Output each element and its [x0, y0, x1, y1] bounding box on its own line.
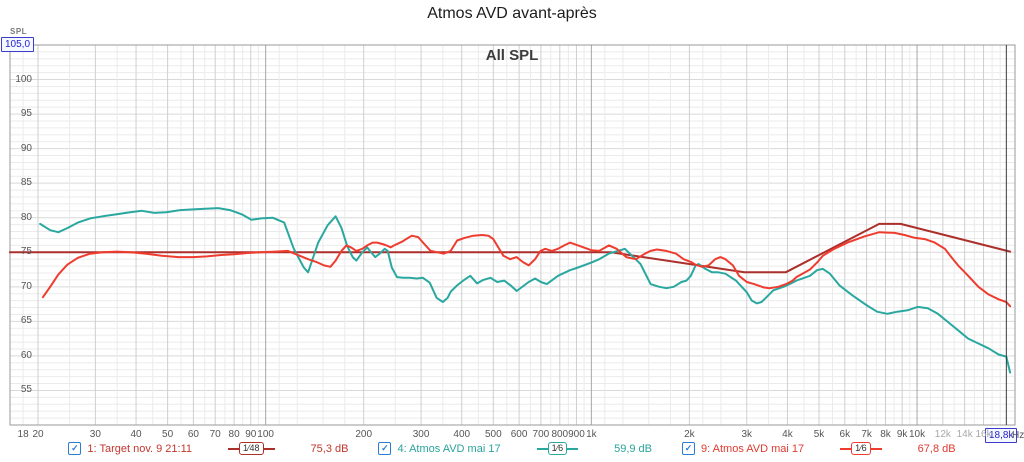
x-tick-label: 800	[551, 429, 569, 440]
spl-axis-label: SPL	[10, 27, 28, 36]
trace-legend: ✓ 1: Target nov. 9 21:11 1⁄48 75,3 dB ✓ 4: At…	[0, 442, 1024, 455]
x-tick-label: 6k	[839, 429, 851, 440]
x-axis-cursor-input[interactable]: 18,8k	[985, 428, 1018, 443]
y-tick-label: 65	[20, 315, 32, 327]
x-tick-label: 7k	[861, 429, 872, 440]
x-tick-label: 10k	[908, 429, 926, 440]
trace-checkbox[interactable]: ✓	[68, 442, 82, 455]
trace-line-sample	[870, 447, 882, 450]
x-tick-label: 100	[257, 429, 274, 440]
y-tick-label: 95	[20, 108, 32, 120]
x-tick-label: 12k	[934, 429, 951, 440]
trace-checkbox[interactable]: ✓	[682, 442, 696, 455]
x-tick-label: 50	[162, 429, 174, 440]
x-tick-label: 300	[412, 429, 430, 440]
y-tick-label: 100	[15, 73, 32, 85]
x-tick-label: 1k	[586, 429, 597, 440]
measurement-4-curve	[39, 207, 1012, 374]
y-tick-label: 75	[20, 246, 32, 258]
legend-item-3: ✓ 9: Atmos AVD mai 17 1⁄6 67,8 dB	[682, 442, 956, 455]
smoothing-chip[interactable]: 1⁄6	[536, 442, 579, 455]
trace-line-sample	[840, 447, 852, 450]
y-tick-label: 55	[20, 384, 32, 396]
x-tick-label: 20	[32, 429, 44, 440]
trace-line-sample	[567, 447, 579, 450]
y-tick-label: 85	[20, 177, 32, 189]
x-tick-label: 70	[209, 429, 221, 440]
x-tick-label: 40	[130, 429, 142, 440]
window-title: Atmos AVD avant-après	[427, 5, 597, 22]
cursor-db-value: 59,9 dB	[614, 442, 653, 455]
x-tick-label: 30	[89, 429, 101, 440]
x-tick-label: 700	[532, 429, 550, 440]
chart-header: All SPL	[485, 47, 539, 64]
smoothing-chip[interactable]: 1⁄6	[840, 442, 882, 455]
x-tick-label: 2k	[684, 429, 695, 440]
y-tick-label: 60	[20, 349, 32, 361]
legend-item-1: ✓ 1: Target nov. 9 21:11 1⁄48 75,3 dB	[68, 442, 348, 455]
x-tick-label: 5k	[813, 429, 825, 440]
x-tick-label: 14k	[956, 429, 973, 440]
trace-label[interactable]: 4: Atmos AVD mai 17	[397, 442, 501, 455]
y-tick-label: 80	[20, 211, 32, 223]
x-axis-unit-label: Hz	[1012, 430, 1024, 441]
measurement-9-curve	[41, 231, 1012, 308]
smoothing-value: 1⁄6	[547, 442, 568, 455]
x-tick-label: 8k	[880, 429, 891, 440]
x-tick-label: 80	[228, 429, 240, 440]
x-tick-label: 90	[245, 429, 257, 440]
cursor-db-value: 67,8 dB	[917, 442, 956, 455]
smoothing-chip[interactable]: 1⁄48	[228, 442, 275, 455]
plot-border	[9, 44, 1016, 426]
x-tick-label: 400	[453, 429, 471, 440]
x-tick-label: 600	[510, 429, 528, 440]
x-tick-label: 500	[484, 429, 502, 440]
trace-line-sample	[228, 447, 239, 450]
x-tick-label: 3k	[741, 429, 753, 440]
x-tick-label: 60	[187, 429, 199, 440]
x-tick-label: 18	[17, 429, 29, 440]
trace-label[interactable]: 1: Target nov. 9 21:11	[87, 442, 192, 455]
x-tick-label: 200	[355, 429, 373, 440]
trace-line-sample	[536, 447, 548, 450]
smoothing-value: 1⁄6	[851, 442, 871, 455]
y-tick-label: 90	[20, 142, 32, 154]
smoothing-value: 1⁄48	[239, 442, 264, 455]
legend-item-2: ✓ 4: Atmos AVD mai 17 1⁄6 59,9 dB	[378, 442, 652, 455]
x-tick-label: 4k	[782, 429, 793, 440]
y-axis-max-input[interactable]: 105,0	[1, 37, 35, 52]
x-tick-label: 16k	[975, 429, 992, 440]
trace-label[interactable]: 9: Atmos AVD mai 17	[701, 442, 805, 455]
trace-checkbox[interactable]: ✓	[378, 442, 392, 455]
y-tick-label: 70	[20, 280, 32, 292]
x-tick-label: 9k	[896, 429, 908, 440]
cursor-db-value: 75,3 dB	[310, 442, 349, 455]
trace-line-sample	[263, 447, 275, 450]
x-tick-label: 900	[568, 429, 585, 440]
